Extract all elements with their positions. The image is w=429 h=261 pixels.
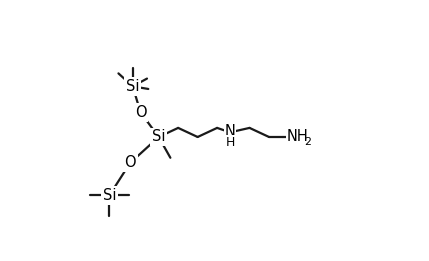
Text: H: H bbox=[225, 136, 235, 149]
Text: O: O bbox=[124, 156, 136, 170]
Text: Si: Si bbox=[103, 188, 116, 203]
Text: Si: Si bbox=[152, 129, 166, 145]
Text: NH: NH bbox=[287, 129, 308, 145]
Text: Si: Si bbox=[126, 79, 139, 94]
Text: O: O bbox=[135, 105, 146, 120]
Text: N: N bbox=[225, 123, 236, 139]
Text: 2: 2 bbox=[304, 137, 311, 147]
